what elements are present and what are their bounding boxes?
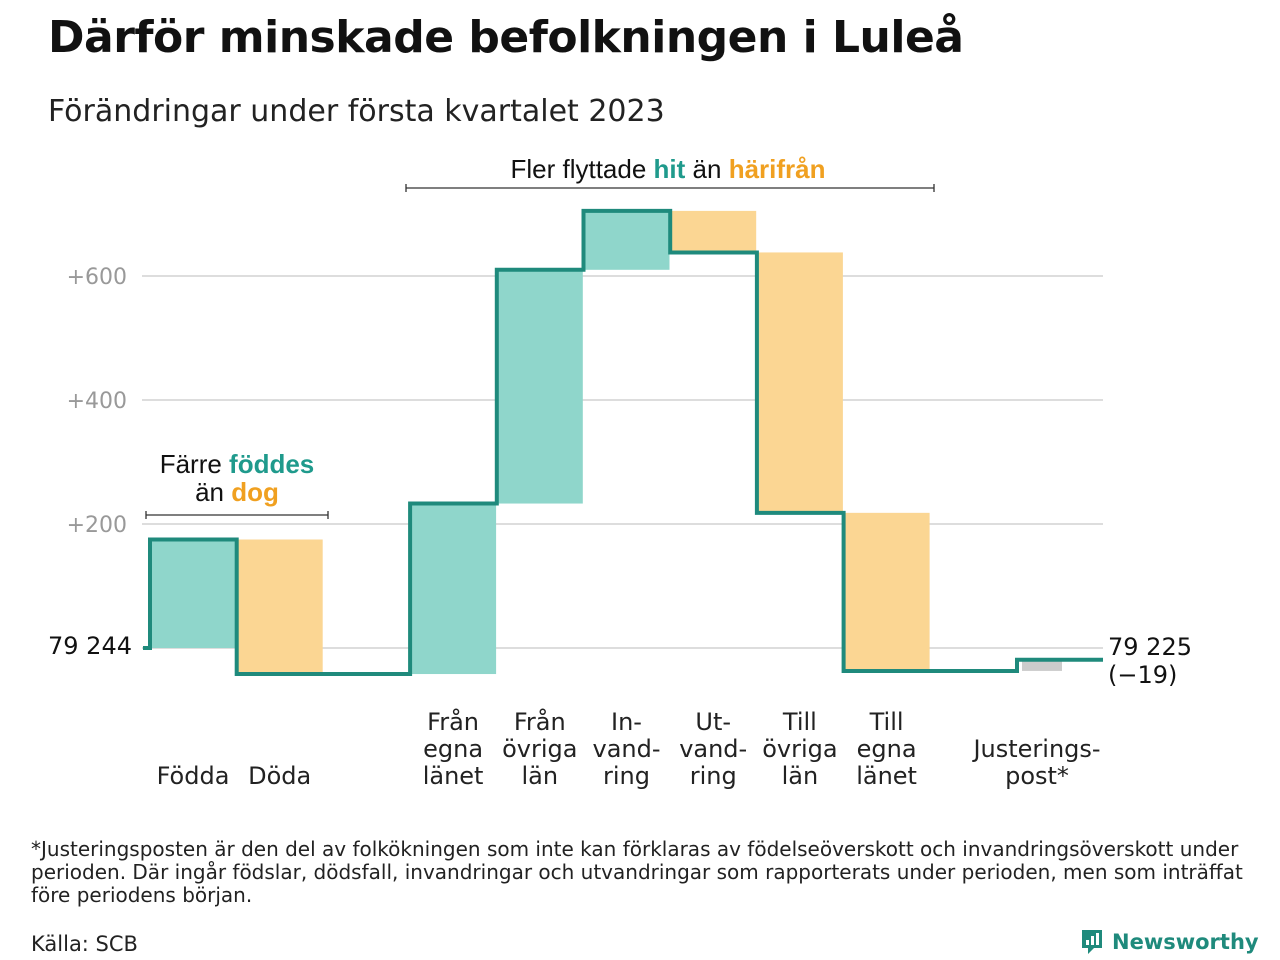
migration-text-pre: Fler flyttade <box>510 154 653 184</box>
footnote: *Justeringsposten är den del av folkökni… <box>31 837 1243 907</box>
x-category-label: egna <box>857 735 917 763</box>
y-tick-label: +600 <box>67 265 127 290</box>
migration-text-mid: än <box>685 154 728 184</box>
x-category-label: In- <box>611 708 642 736</box>
x-category-label: länet <box>856 762 917 790</box>
svg-text:Fler flyttade hit än härifrån: Fler flyttade hit än härifrån <box>510 154 825 184</box>
bars <box>150 210 1062 675</box>
births-text-dog: dog <box>231 477 279 507</box>
x-category-label: Döda <box>248 762 311 790</box>
step-line-group <box>143 208 1103 677</box>
brand-logo: Newsworthy <box>1080 928 1259 956</box>
births-text-mid: än <box>195 477 231 507</box>
end-change-label: (−19) <box>1108 661 1177 689</box>
x-category-label: Ut- <box>695 708 731 736</box>
x-category-label: länet <box>423 762 484 790</box>
svg-text:än dog: än dog <box>195 477 279 507</box>
x-category-label: Justerings- <box>971 735 1100 763</box>
bar-till-övriga-län <box>756 252 843 513</box>
bar-utvandring <box>670 210 757 253</box>
bar-födda <box>150 539 236 648</box>
x-category-label: övriga <box>762 735 837 763</box>
y-tick-label: +200 <box>67 513 127 538</box>
bar-döda <box>236 539 323 675</box>
brand-name: Newsworthy <box>1112 930 1259 954</box>
migration-text-hit: hit <box>654 154 686 184</box>
svg-text:Färre föddes: Färre föddes <box>160 449 315 479</box>
chart-subtitle: Förändringar under första kvartalet 2023 <box>48 94 665 129</box>
bar-från-övriga-län <box>496 269 583 504</box>
step-line <box>143 208 1103 677</box>
start-value-label: 79 244 <box>48 632 132 660</box>
waterfall-chart: +200+400+600 Födda DödaFrånegnalänetFrånö… <box>48 154 1192 790</box>
end-value-label: 79 225 <box>1108 633 1192 661</box>
x-category-label: ring <box>690 762 737 790</box>
births-text-pre: Färre <box>160 449 229 479</box>
migration-annotation: Fler flyttade hit än härifrån <box>405 154 935 192</box>
bar-från-egna-länet <box>410 503 497 675</box>
newsworthy-logo-icon <box>1082 930 1102 954</box>
x-category-label: län <box>782 762 819 790</box>
x-category-label: post* <box>1005 762 1069 790</box>
chart-title: Därför minskade befolkningen i Luleå <box>48 12 964 63</box>
bar-till-egna-länet <box>843 512 930 671</box>
x-category-label: övriga <box>502 735 577 763</box>
source-label: Källa: SCB <box>31 932 138 956</box>
x-category-label: Till <box>782 708 817 736</box>
x-category-label: vand- <box>679 735 747 763</box>
axis-labels: Födda DödaFrånegnalänetFrånövrigalänIn-va… <box>157 707 1101 790</box>
migration-text-harifran: härifrån <box>729 154 826 184</box>
x-category-label: Från <box>514 707 566 736</box>
x-category-label: vand- <box>592 735 660 763</box>
x-category-label: Födda <box>157 762 230 790</box>
births-annotation: Färre föddes än dog <box>145 449 329 519</box>
x-category-label: Från <box>427 707 479 736</box>
x-category-label: Till <box>869 708 904 736</box>
bar-justeringspost- <box>1022 659 1062 671</box>
x-category-label: egna <box>423 735 483 763</box>
bar-invandring <box>583 210 670 270</box>
births-text-foddes: föddes <box>229 449 314 479</box>
x-category-label: ring <box>603 762 650 790</box>
y-tick-label: +400 <box>67 389 127 414</box>
x-category-label: län <box>522 762 559 790</box>
